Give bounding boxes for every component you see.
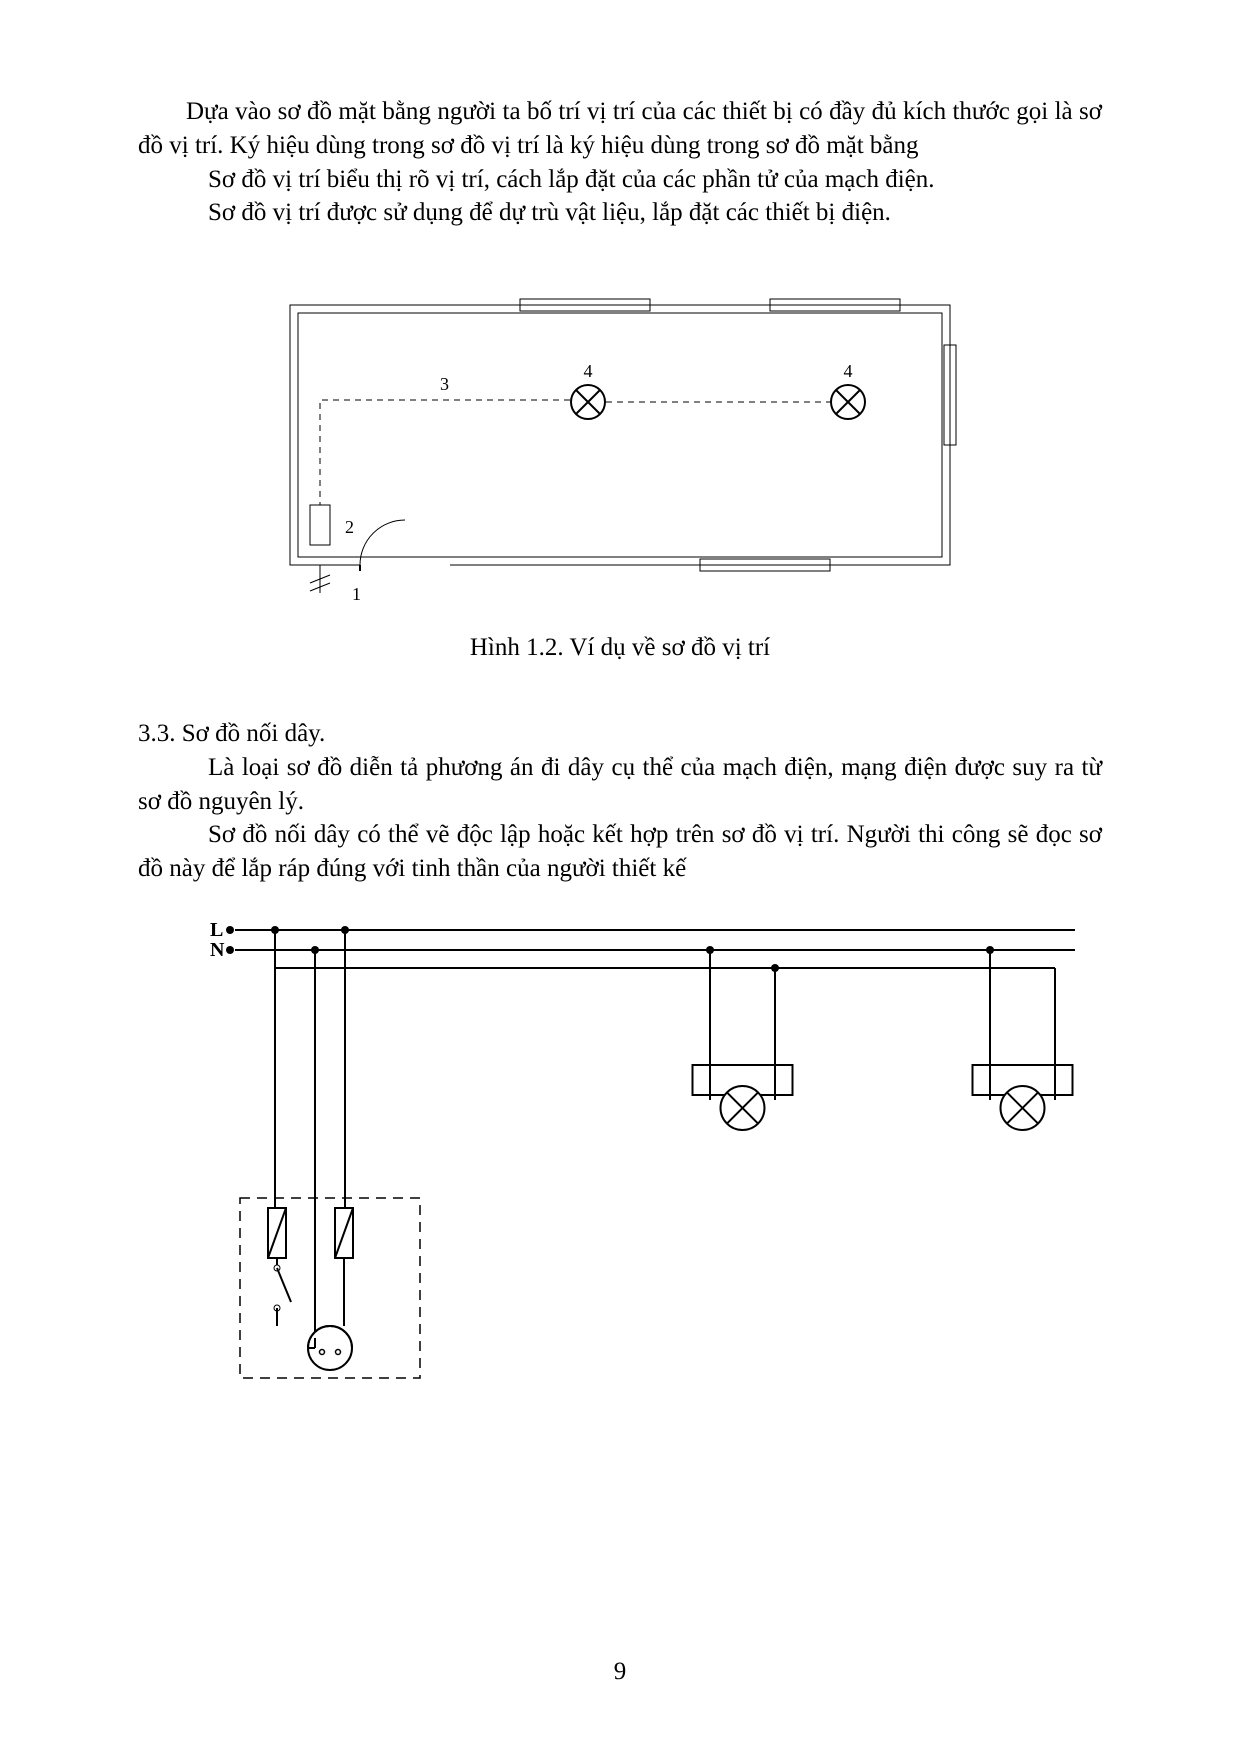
page-content: Dựa vào sơ đồ mặt bằng người ta bố trí v… — [0, 0, 1240, 1403]
svg-text:4: 4 — [584, 361, 593, 381]
page-number: 9 — [0, 1658, 1240, 1686]
paragraph-2: Sơ đồ vị trí biểu thị rõ vị trí, cách lắ… — [138, 163, 1102, 197]
section-heading: 3.3. Sơ đồ nối dây. — [138, 717, 1102, 751]
svg-text:1: 1 — [352, 584, 361, 604]
paragraph-4: Là loại sơ đồ diễn tả phương án đi dây c… — [138, 751, 1102, 819]
paragraph-3: Sơ đồ vị trí được sử dụng để dự trù vật … — [138, 196, 1102, 230]
svg-text:2: 2 — [345, 517, 354, 537]
svg-text:L: L — [210, 919, 223, 941]
figure-1-caption: Hình 1.2. Ví dụ về sơ đồ vị trí — [138, 634, 1102, 662]
svg-text:4: 4 — [844, 361, 853, 381]
figure-1-svg: 4 4 3 2 1 — [270, 285, 970, 615]
svg-text:N: N — [210, 939, 225, 961]
figure-2-svg: LN — [180, 908, 1090, 1398]
svg-text:3: 3 — [440, 374, 449, 394]
paragraph-5: Sơ đồ nối dây có thể vẽ độc lập hoặc kết… — [138, 818, 1102, 886]
paragraph-1: Dựa vào sơ đồ mặt bằng người ta bố trí v… — [138, 95, 1102, 163]
figure-1-container: 4 4 3 2 1 — [138, 285, 1102, 620]
figure-2-container: LN — [180, 908, 1102, 1403]
